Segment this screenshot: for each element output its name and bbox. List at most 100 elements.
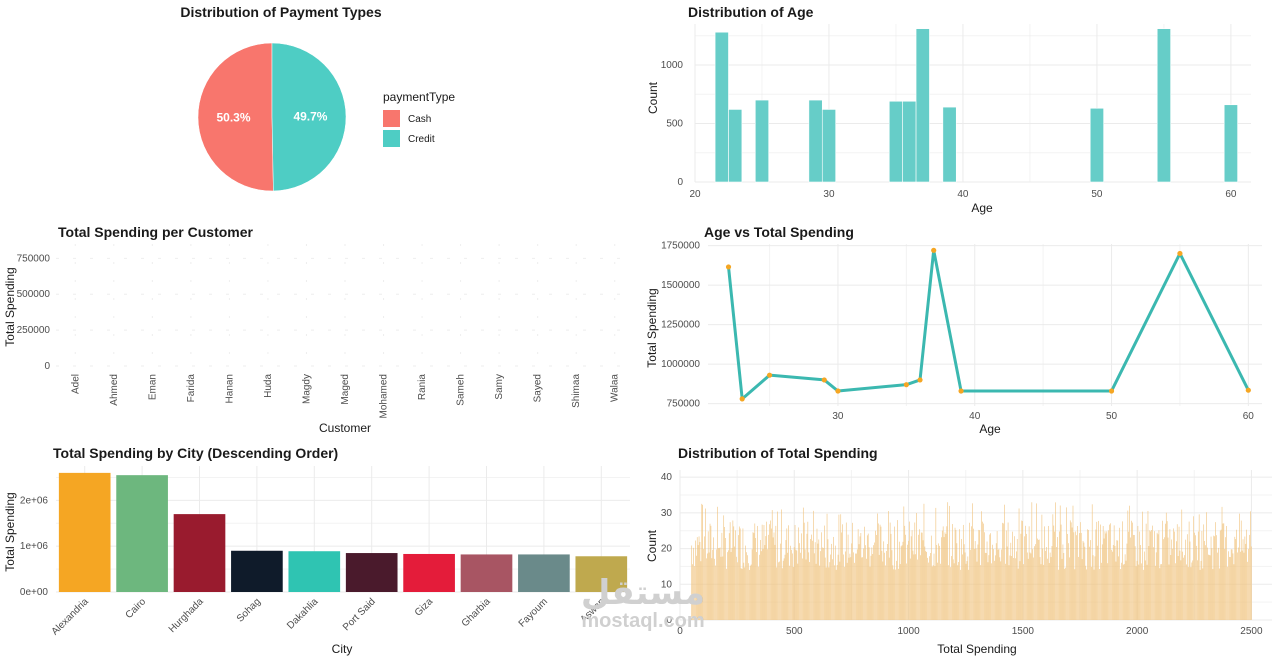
spending-hist-bar (718, 548, 720, 620)
spending-hist-bar (984, 532, 985, 620)
spending-hist-bar (1152, 525, 1153, 620)
spending-hist-bar (937, 562, 938, 620)
spending-hist-bar (987, 562, 989, 620)
spending-hist-bar (1002, 522, 1003, 620)
spending-hist-bar (1177, 555, 1179, 620)
spending-hist-bar (958, 561, 959, 620)
spending-hist-bar (1050, 557, 1052, 620)
spending-hist-bar (720, 556, 722, 620)
customer-ytick-label: 500000 (17, 289, 51, 300)
spending-hist-bar (743, 562, 745, 620)
spending-hist-bar (835, 569, 837, 620)
spending-hist-bar (1205, 545, 1206, 620)
age-hist-ylabel: Count (646, 81, 660, 114)
age-xtick-label: 20 (689, 189, 701, 200)
city-plot: Alexandria Cairo Hurghada Sohag Dakahlia Port… (20, 466, 630, 638)
spending-hist-bar (907, 544, 908, 620)
age-spending-point (1108, 388, 1115, 394)
spending-hist-bar (1086, 569, 1087, 620)
spending-hist-bar (757, 525, 758, 620)
spending-hist-bar (1005, 563, 1006, 620)
spending-hist-bar (1104, 531, 1106, 620)
spending-hist-bar (1037, 538, 1038, 620)
spending-hist-bar (983, 523, 984, 620)
spending-hist-bar (956, 543, 958, 620)
spending-hist-bar (758, 566, 759, 620)
spending-hist-bar (941, 537, 942, 620)
spending-hist-bar (1163, 539, 1164, 620)
spending-hist-bar (902, 541, 904, 620)
spending-hist-bar (952, 524, 953, 620)
spending-hist-bar (739, 528, 741, 620)
spending-hist-bar (876, 534, 877, 620)
spending-hist-bar (785, 540, 787, 620)
spending-hist-bar (1109, 524, 1110, 620)
spending-hist-bar (1206, 512, 1207, 620)
spending-hist-bar (931, 566, 933, 620)
spending-hist-bar (1149, 530, 1151, 620)
spending-hist-title: Distribution of Total Spending (678, 445, 878, 461)
age-hist-bar (902, 100, 917, 183)
age-spending-line-chart: Age vs Total Spending 30 40 50 60 750000 1000… (645, 224, 1262, 436)
spending-hist-bar (839, 561, 841, 620)
age-ytick-label: 0 (677, 177, 683, 188)
pie-slices: 50.3% 49.7% (197, 42, 347, 192)
customer-xtick-label: Eman (147, 374, 158, 400)
spending-hist-bar (699, 541, 701, 620)
spending-hist-bar (1042, 548, 1044, 620)
spending-hist-bar (1074, 569, 1076, 620)
spending-hist-bar (1228, 551, 1229, 620)
spending-hist-bar (722, 556, 724, 620)
spending-hist-bar (1190, 567, 1192, 620)
spending-hist-bar (874, 542, 875, 620)
customer-ylabel: Total Spending (3, 267, 17, 346)
spending-hist-bar (1000, 561, 1002, 620)
spending-hist-bar (693, 547, 694, 620)
spending-hist-bar (1061, 558, 1063, 620)
legend-title: paymentType (383, 90, 455, 104)
spending-hist-bar (737, 562, 738, 620)
spending-hist-bar (938, 543, 939, 620)
spending-hist-bar (744, 567, 746, 620)
spending-hist-bar (716, 549, 717, 620)
spending-hist-bar (929, 556, 930, 620)
sh-ytick-label: 20 (661, 544, 673, 555)
customer-xtick-label: Maged (340, 374, 351, 405)
spending-hist-bar (706, 553, 708, 620)
spending-hist-bar (982, 521, 983, 620)
pie-slice-credit (271, 42, 347, 192)
spending-hist-bar (1069, 557, 1070, 620)
spending-hist-bar (1146, 564, 1148, 620)
spending-hist-bar (706, 558, 707, 620)
spending-hist-bar (814, 542, 816, 620)
spending-hist-bar (759, 554, 760, 620)
spending-hist-bar (833, 536, 834, 620)
spending-hist-bar (1214, 536, 1215, 620)
spending-hist-bar (1245, 543, 1247, 620)
spending-hist-bar (1101, 544, 1103, 620)
spending-hist-bar (1240, 520, 1242, 620)
spending-hist-bar (1070, 522, 1072, 620)
spending-hist-bar (1172, 548, 1173, 620)
spending-hist-bar (1151, 530, 1152, 620)
spending-hist-bar (749, 569, 750, 620)
spending-hist-bar (849, 553, 851, 620)
spending-hist-bar (1244, 536, 1246, 620)
spending-hist-bar (1103, 538, 1105, 620)
spending-hist-bar (1056, 547, 1057, 620)
city-ytick-label: 1e+06 (20, 541, 49, 552)
spending-hist-bar (1200, 560, 1202, 620)
spending-hist-bar (1179, 550, 1181, 620)
spending-hist-bar (1091, 504, 1093, 620)
spending-hist-bar (954, 527, 956, 620)
spending-hist-bar (928, 562, 929, 620)
spending-hist-bar (705, 508, 706, 620)
spending-hist-bar (1048, 563, 1050, 620)
spending-hist-bar (963, 544, 965, 620)
spending-hist-bar (1033, 557, 1034, 620)
legend-label-cash: Cash (408, 114, 431, 125)
spending-hist-bar (862, 557, 863, 620)
line-xtick-label: 30 (832, 411, 844, 422)
city-bar-gharbia (460, 554, 513, 592)
spending-hist-bar (1088, 529, 1089, 620)
